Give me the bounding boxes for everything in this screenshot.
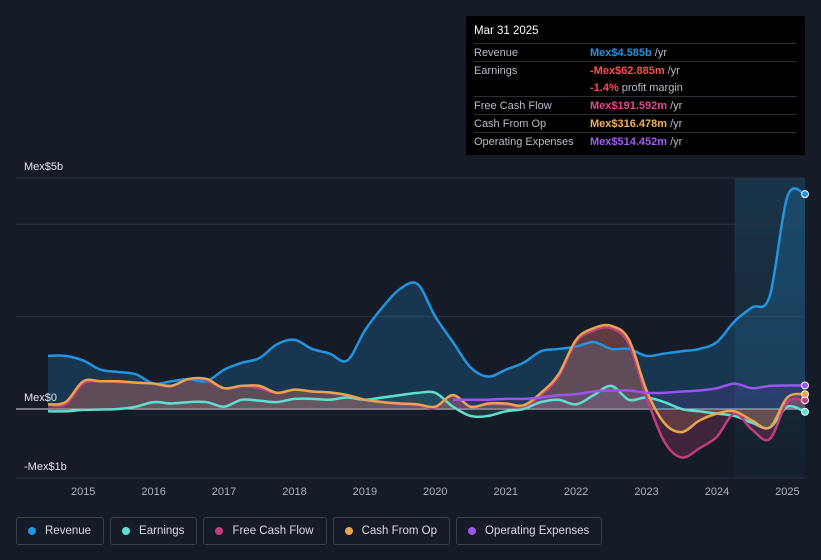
legend-item-operating-expenses[interactable]: Operating Expenses xyxy=(456,517,603,545)
data-tooltip: Mar 31 2025 Revenue Mex$4.585b/yr Earnings… xyxy=(466,16,805,155)
tooltip-row: Operating Expenses Mex$514.452m/yr xyxy=(474,132,797,150)
revenue-line xyxy=(47,187,806,386)
tooltip-row: -1.4% profit margin xyxy=(474,79,797,96)
tooltip-row-unit: profit margin xyxy=(621,81,683,94)
revenue-endpoint xyxy=(801,190,809,199)
x-tick-label: 2023 xyxy=(634,486,658,498)
series-lines xyxy=(47,187,806,459)
tooltip-row: Free Cash Flow Mex$191.592m/yr xyxy=(474,96,797,114)
legend-dot-icon xyxy=(28,527,36,535)
free-cash-flow-area xyxy=(48,327,805,458)
tooltip-row-unit: /yr xyxy=(670,117,683,130)
tooltip-row-label: Earnings xyxy=(474,64,518,77)
cash-from-op-line xyxy=(47,323,806,434)
tooltip-row-value: Mex$4.585b xyxy=(590,46,652,59)
x-tick-label: 2015 xyxy=(71,486,95,498)
tooltip-row-label: Revenue xyxy=(474,46,519,59)
tooltip-row-value: -1.4% xyxy=(590,81,619,94)
legend-item-revenue[interactable]: Revenue xyxy=(16,517,105,545)
x-tick-label: 2025 xyxy=(775,486,799,498)
tooltip-row: Cash From Op Mex$316.478m/yr xyxy=(474,114,797,132)
tooltip-row: Revenue Mex$4.585b/yr xyxy=(474,43,797,61)
legend-label: Free Cash Flow xyxy=(232,525,314,537)
legend-dot-icon xyxy=(122,527,131,535)
legend-dot-icon xyxy=(215,527,224,535)
legend-item-free-cash-flow[interactable]: Free Cash Flow xyxy=(203,517,327,545)
chart-legend: Revenue Earnings Free Cash Flow Cash From O… xyxy=(16,517,603,545)
tooltip-row-label: Free Cash Flow xyxy=(474,99,552,112)
operating-expenses-line xyxy=(452,382,806,402)
tooltip-row-value: Mex$316.478m xyxy=(590,117,668,130)
tooltip-row-unit: /yr xyxy=(667,64,680,77)
legend-label: Operating Expenses xyxy=(485,525,590,537)
x-tick-label: 2020 xyxy=(423,486,447,498)
legend-label: Earnings xyxy=(139,525,185,537)
series-areas xyxy=(48,188,805,458)
y-label-top: Mex$5b xyxy=(24,161,63,173)
legend-item-earnings[interactable]: Earnings xyxy=(110,517,198,545)
series-endpoints xyxy=(801,190,809,416)
y-label-zero: Mex$0 xyxy=(24,392,57,404)
tooltip-row-unit: /yr xyxy=(670,99,683,112)
legend-dot-icon xyxy=(468,527,477,535)
tooltip-row-unit: /yr xyxy=(670,135,683,148)
tooltip-date: Mar 31 2025 xyxy=(474,25,539,37)
x-tick-label: 2022 xyxy=(564,486,588,498)
x-tick-label: 2017 xyxy=(212,486,236,498)
x-tick-label: 2019 xyxy=(353,486,377,498)
x-tick-label: 2016 xyxy=(141,486,165,498)
cash-from-op-area xyxy=(48,325,805,433)
earnings-line xyxy=(47,384,806,430)
tooltip-row: Earnings -Mex$62.885m/yr xyxy=(474,61,797,79)
tooltip-row-value: -Mex$62.885m xyxy=(590,64,665,77)
x-tick-label: 2018 xyxy=(282,486,306,498)
legend-label: Cash From Op xyxy=(361,525,438,537)
tooltip-row-label: Cash From Op xyxy=(474,117,547,130)
legend-label: Revenue xyxy=(45,525,92,537)
gridlines xyxy=(16,177,805,479)
y-label-bottom: -Mex$1b xyxy=(24,461,67,473)
cash-from-op-endpoint xyxy=(801,390,809,399)
tooltip-row-value: Mex$514.452m xyxy=(590,135,668,148)
legend-dot-icon xyxy=(344,527,353,535)
tooltip-row-unit: /yr xyxy=(654,46,667,59)
tooltip-row-label: Operating Expenses xyxy=(474,135,574,148)
x-tick-label: 2024 xyxy=(705,486,729,498)
operating-expenses-endpoint xyxy=(801,381,809,390)
legend-item-cash-from-op[interactable]: Cash From Op xyxy=(332,517,451,545)
x-axis-ticks: 2015 2016 2017 2018 2019 2020 2021 2022 2023 2024… xyxy=(71,486,800,498)
x-tick-label: 2021 xyxy=(493,486,517,498)
earnings-endpoint xyxy=(801,407,809,416)
tooltip-row-value: Mex$191.592m xyxy=(590,99,668,112)
